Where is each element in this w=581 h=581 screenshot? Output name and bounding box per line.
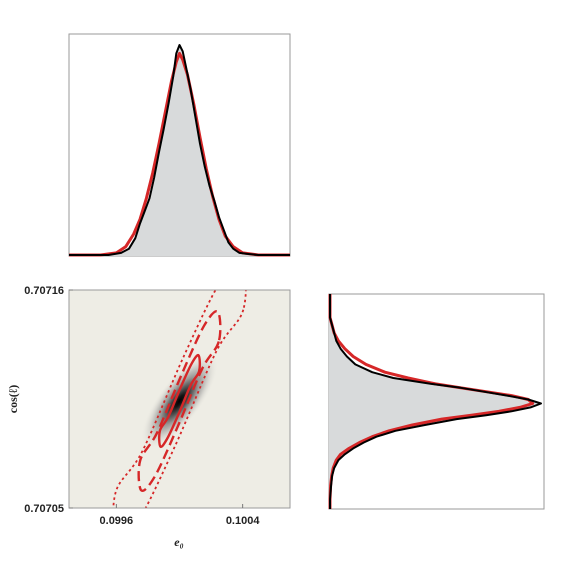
- marginal-cos-sample-curve: [329, 294, 542, 509]
- x-tick-label: 0.1004: [226, 515, 261, 527]
- contour-2-sigma: [137, 310, 222, 492]
- marginal-e0-panel: [68, 33, 291, 257]
- contour-1-sigma: [157, 353, 202, 449]
- y-axis-label: cos(ℓ): [6, 385, 20, 414]
- marginal-cos-approx-curve: [328, 294, 535, 509]
- marginal-e0-sample-curve: [69, 44, 290, 256]
- joint-frame: [68, 289, 291, 509]
- x-axis-label: e₀: [174, 535, 184, 549]
- y-tick-label: 0.70716: [24, 285, 64, 297]
- contour-3-sigma: [112, 290, 247, 508]
- marginal-cos-fill: [329, 294, 541, 509]
- marginal-e0-fill: [69, 45, 290, 256]
- x-tick-label: 0.0996: [100, 515, 134, 527]
- joint-e0-cos-panel: 0.0996 0.1004 0.70716 0.70705 e₀ cos(ℓ): [6, 285, 291, 549]
- y-tick-label: 0.70705: [24, 503, 64, 515]
- marginal-cos-panel: [328, 293, 545, 510]
